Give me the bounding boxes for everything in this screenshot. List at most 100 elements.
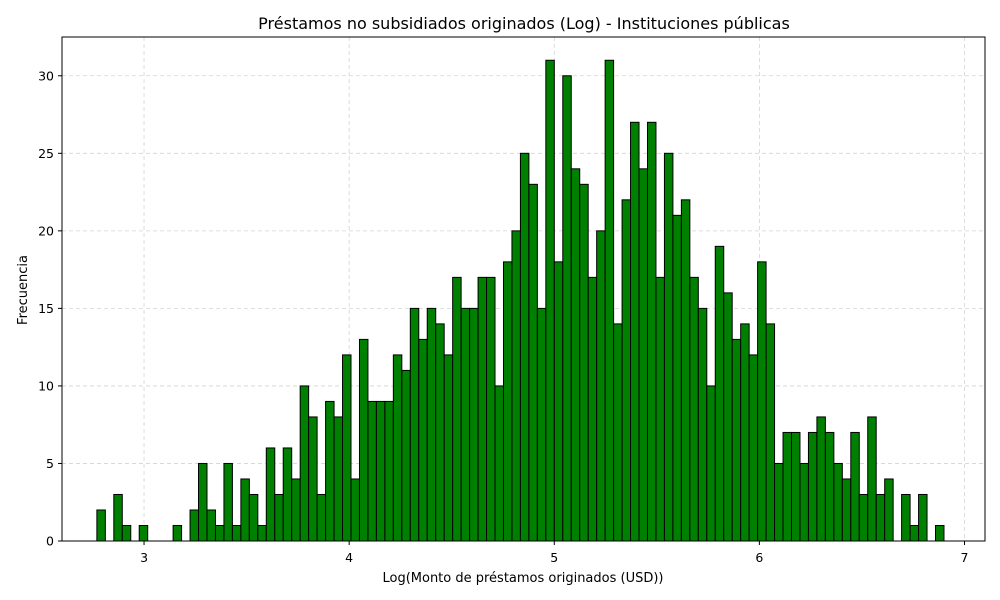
- histogram-bar: [121, 524, 132, 542]
- histogram-bar: [511, 230, 521, 542]
- chart-title: Préstamos no subsidiados originados (Log…: [258, 14, 790, 33]
- y-tick-label: 15: [38, 301, 54, 316]
- y-tick-label: 20: [38, 223, 54, 238]
- histogram-bar: [519, 152, 530, 542]
- histogram-bar: [613, 323, 623, 542]
- histogram-bar: [536, 307, 547, 542]
- histogram-bar: [596, 230, 606, 542]
- histogram-bar: [714, 245, 725, 542]
- plot-frame: [61, 36, 986, 542]
- histogram-bar: [706, 385, 716, 542]
- histogram-bar: [935, 524, 945, 542]
- histogram-bar: [299, 385, 310, 542]
- histogram-bar: [638, 168, 648, 542]
- histogram-bar: [494, 385, 504, 542]
- histogram-bar: [757, 261, 767, 542]
- histogram-bar: [172, 524, 183, 542]
- histogram-bar: [689, 276, 699, 542]
- histogram-bar: [435, 323, 445, 542]
- histogram-bar: [291, 478, 301, 542]
- histogram-bar: [469, 307, 479, 542]
- histogram-bar: [850, 431, 860, 542]
- histogram-bar: [799, 462, 809, 542]
- histogram-bar: [553, 261, 564, 542]
- histogram-bar: [443, 354, 454, 542]
- histogram-bar: [909, 524, 920, 542]
- histogram-bar: [325, 400, 335, 542]
- histogram-bar: [655, 276, 665, 542]
- y-tick-label: 5: [46, 456, 54, 471]
- histogram-bar: [308, 416, 318, 542]
- histogram-bar: [680, 199, 691, 542]
- histogram-bar: [113, 493, 123, 542]
- histogram-bar: [858, 493, 869, 542]
- histogram-bar: [223, 462, 233, 542]
- histogram-bar: [342, 354, 352, 542]
- histogram-bar: [841, 478, 852, 542]
- histogram-bar: [231, 524, 242, 542]
- histogram-bar: [901, 493, 911, 542]
- histogram-bar: [265, 447, 276, 542]
- y-tick-label: 25: [38, 146, 54, 161]
- histogram-bar: [274, 493, 284, 542]
- histogram-bar: [367, 400, 377, 542]
- histogram-bar: [646, 121, 657, 542]
- histogram-bar: [418, 338, 428, 542]
- axis-ticks: 3 4 5 6 7 0 5 10 15 20 25 30: [38, 68, 968, 565]
- histogram-bar: [316, 493, 327, 542]
- y-tick-label: 30: [38, 68, 54, 83]
- histogram-bar: [621, 199, 632, 542]
- x-tick-label: 7: [961, 550, 969, 565]
- histogram-bar: [790, 431, 801, 542]
- histogram-bar: [824, 431, 835, 542]
- histogram-bar: [248, 493, 259, 542]
- histogram-bar: [375, 400, 386, 542]
- histogram-bar: [765, 323, 776, 542]
- histogram-bar: [774, 462, 784, 542]
- histogram-bar: [240, 478, 250, 542]
- histogram-bar: [528, 183, 538, 542]
- y-tick-label: 10: [38, 378, 54, 393]
- histogram-bar: [486, 276, 496, 542]
- histogram-bar: [384, 400, 394, 542]
- histogram-bar: [460, 307, 471, 542]
- x-tick-label: 4: [345, 550, 353, 565]
- histogram-bar: [477, 276, 488, 542]
- histogram-bar: [189, 509, 200, 542]
- histogram-bar: [918, 493, 928, 542]
- histogram-bar: [502, 261, 513, 542]
- histogram-bar: [214, 524, 225, 542]
- histogram-bar: [96, 509, 106, 542]
- histogram-bar: [731, 338, 742, 542]
- histogram-bar: [138, 524, 149, 542]
- histogram-bar: [392, 354, 403, 542]
- histogram-bar: [833, 462, 843, 542]
- y-tick-label: 0: [46, 534, 54, 549]
- histogram-bar: [426, 307, 437, 542]
- histogram-bar: [723, 292, 733, 542]
- histogram-bar: [562, 75, 572, 542]
- x-tick-label: 5: [550, 550, 558, 565]
- histogram-bar: [875, 493, 886, 542]
- histogram-bars: [96, 59, 945, 542]
- histogram-bar: [816, 416, 826, 542]
- histogram-bar: [884, 478, 894, 542]
- histogram-bar: [663, 152, 674, 542]
- histogram-bar: [570, 168, 581, 542]
- x-tick-label: 3: [140, 550, 148, 565]
- histogram-bar: [333, 416, 344, 542]
- x-axis-label: Log(Monto de préstamos originados (USD)): [382, 571, 663, 586]
- histogram-bar: [401, 369, 411, 542]
- histogram-bar: [782, 431, 792, 542]
- histogram-bar: [740, 323, 750, 542]
- histogram-bar: [604, 59, 615, 542]
- histogram-bar: [452, 276, 462, 542]
- histogram-bar: [697, 307, 708, 542]
- histogram-bar: [358, 338, 369, 542]
- histogram-bar: [748, 354, 759, 542]
- histogram-bar: [587, 276, 598, 542]
- histogram-bar: [579, 183, 589, 542]
- histogram-bar: [206, 509, 216, 542]
- histogram-bar: [630, 121, 640, 542]
